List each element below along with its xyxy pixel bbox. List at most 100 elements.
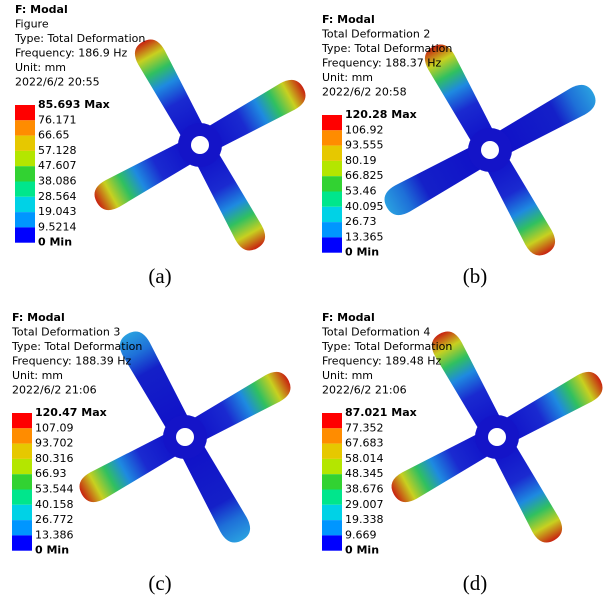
- legend-label: 85.693 Max: [38, 98, 110, 111]
- legend-swatch: [322, 237, 342, 252]
- legend-label: 0 Min: [345, 246, 379, 259]
- legend-swatch: [322, 535, 342, 550]
- caption: (d): [463, 571, 488, 595]
- legend-swatch: [12, 428, 32, 443]
- header-line: 2022/6/2 20:58: [322, 86, 407, 99]
- legend-label: 0 Min: [38, 236, 72, 249]
- header-line: Unit: mm: [12, 369, 63, 382]
- legend-swatch: [15, 212, 35, 227]
- legend-swatch: [12, 474, 32, 489]
- legend-label: 66.93: [35, 467, 67, 480]
- legend-swatch: [322, 444, 342, 459]
- legend-label: 9.5214: [38, 220, 77, 233]
- legend-label: 48.345: [345, 467, 384, 480]
- header-line: 2022/6/2 21:06: [12, 384, 97, 397]
- panel: F: Modal Total Deformation 3Type: Total D…: [11, 311, 295, 595]
- legend-swatch: [322, 413, 342, 428]
- legend-swatch: [322, 474, 342, 489]
- header-line: Type: Total Deformation: [321, 340, 452, 353]
- legend-swatch: [15, 136, 35, 151]
- legend-label: 40.095: [345, 200, 384, 213]
- header-line: Total Deformation 4: [321, 326, 430, 339]
- legend-label: 9.669: [345, 528, 377, 541]
- legend-swatch: [12, 413, 32, 428]
- legend-swatch: [12, 490, 32, 505]
- legend-label: 93.555: [345, 139, 384, 152]
- header-line: 2022/6/2 20:55: [15, 76, 100, 89]
- legend-label: 120.28 Max: [345, 108, 417, 121]
- header-line: F: Modal: [12, 311, 65, 324]
- legend-swatch: [15, 166, 35, 181]
- legend-label: 26.772: [35, 513, 74, 526]
- legend-label: 0 Min: [345, 544, 379, 557]
- legend-swatch: [322, 459, 342, 474]
- header-line: Frequency: 189.48 Hz: [322, 355, 441, 368]
- legend-label: 58.014: [345, 452, 384, 465]
- legend-label: 53.544: [35, 483, 74, 496]
- legend-swatch: [322, 520, 342, 535]
- legend-label: 66.65: [38, 129, 70, 142]
- legend-swatch: [15, 105, 35, 120]
- header-line: Type: Total Deformation: [14, 32, 145, 45]
- legend-label: 19.043: [38, 205, 77, 218]
- legend-swatch: [322, 146, 342, 161]
- header-line: Figure: [15, 18, 49, 31]
- legend-swatch: [322, 505, 342, 520]
- legend-swatch: [12, 459, 32, 474]
- legend-label: 93.702: [35, 437, 74, 450]
- legend-swatch: [322, 161, 342, 176]
- hub-hole: [488, 428, 506, 446]
- legend-label: 13.386: [35, 528, 74, 541]
- caption: (b): [463, 264, 488, 288]
- propeller: [380, 40, 601, 261]
- caption: (c): [148, 571, 171, 595]
- legend-label: 87.021 Max: [345, 406, 417, 419]
- legend-label: 107.09: [35, 421, 74, 434]
- header-line: Unit: mm: [322, 369, 373, 382]
- header-line: Frequency: 188.39 Hz: [12, 355, 131, 368]
- legend-label: 26.73: [345, 215, 377, 228]
- legend-label: 67.683: [345, 437, 384, 450]
- legend-label: 0 Min: [35, 544, 69, 557]
- legend-label: 57.128: [38, 144, 77, 157]
- legend-label: 13.365: [345, 230, 384, 243]
- legend-label: 80.19: [345, 154, 377, 167]
- legend-label: 120.47 Max: [35, 406, 107, 419]
- header-line: Total Deformation 3: [11, 326, 120, 339]
- legend-swatch: [12, 520, 32, 535]
- header-line: Total Deformation 2: [321, 28, 430, 41]
- header-line: Unit: mm: [322, 71, 373, 84]
- legend-label: 29.007: [345, 498, 384, 511]
- legend-swatch: [322, 130, 342, 145]
- legend-swatch: [15, 182, 35, 197]
- panel: F: ModalTotal Deformation 4Type: Total D…: [321, 311, 607, 595]
- legend-label: 19.338: [345, 513, 384, 526]
- header-line: Type: Total Deformation: [321, 42, 452, 55]
- legend-swatch: [15, 197, 35, 212]
- hub-hole: [191, 136, 209, 154]
- legend-label: 47.607: [38, 159, 77, 172]
- legend-label: 76.171: [38, 113, 77, 126]
- legend-label: 40.158: [35, 498, 74, 511]
- legend-swatch: [322, 192, 342, 207]
- legend-swatch: [322, 428, 342, 443]
- hub-hole: [481, 141, 499, 159]
- legend-swatch: [15, 227, 35, 242]
- header-line: 2022/6/2 21:06: [322, 384, 407, 397]
- legend-swatch: [15, 151, 35, 166]
- header-line: Unit: mm: [15, 61, 66, 74]
- legend-swatch: [12, 444, 32, 459]
- legend-swatch: [15, 120, 35, 135]
- legend-label: 80.316: [35, 452, 74, 465]
- header-line: Type: Total Deformation: [11, 340, 142, 353]
- legend-label: 53.46: [345, 185, 377, 198]
- propeller: [90, 35, 311, 256]
- legend-swatch: [12, 535, 32, 550]
- legend-label: 28.564: [38, 190, 77, 203]
- header-line: Frequency: 186.9 Hz: [15, 47, 127, 60]
- hub-hole: [176, 428, 194, 446]
- legend-swatch: [322, 176, 342, 191]
- header-line: Frequency: 188.37 Hz: [322, 57, 441, 70]
